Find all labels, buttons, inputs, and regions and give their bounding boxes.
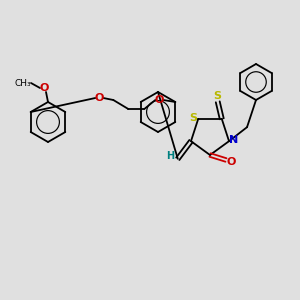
Text: O: O <box>39 83 49 93</box>
Text: O: O <box>226 157 236 167</box>
Text: CH₃: CH₃ <box>15 79 31 88</box>
Text: S: S <box>189 113 197 123</box>
Text: O: O <box>94 93 104 103</box>
Text: O: O <box>154 95 164 105</box>
Text: H: H <box>166 151 174 161</box>
Text: N: N <box>230 135 238 145</box>
Text: S: S <box>213 91 221 101</box>
